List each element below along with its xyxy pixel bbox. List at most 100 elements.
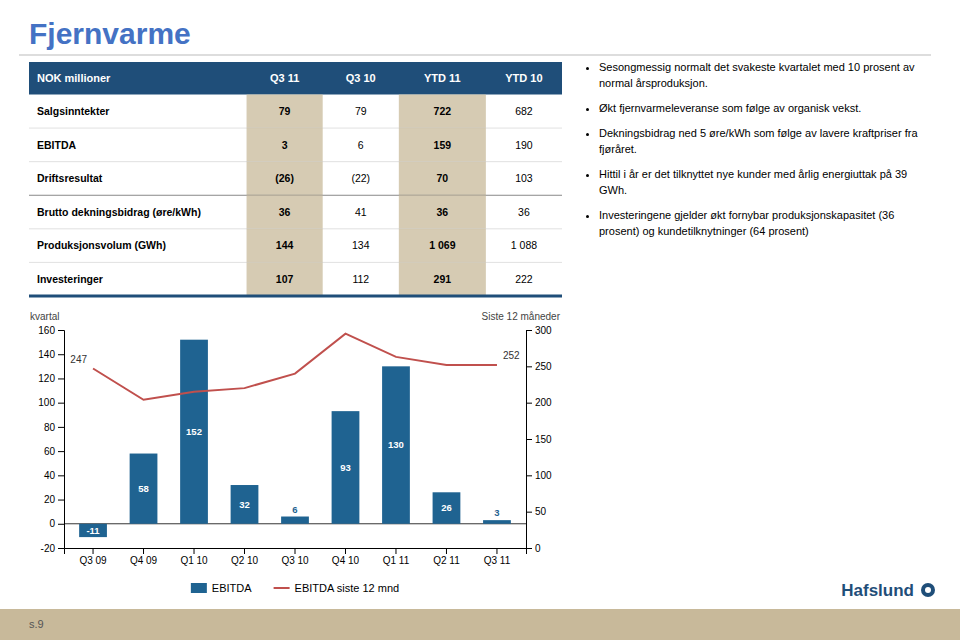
data-label: 130 <box>388 439 404 450</box>
y2-tick-label: 100 <box>535 470 552 481</box>
x-tick-mark <box>244 548 245 554</box>
table-header: YTD 11 <box>424 72 461 84</box>
bar <box>433 492 461 523</box>
y-tick: 140 <box>38 349 64 360</box>
y-tick-label: 60 <box>44 446 56 457</box>
table-header: Q3 10 <box>346 72 376 84</box>
y-tick-label: 120 <box>38 373 55 384</box>
y2-tick-mark <box>526 366 532 367</box>
x-tick-mark <box>345 548 346 554</box>
table-cell: 722 <box>434 105 452 117</box>
table-cell: 41 <box>355 206 367 218</box>
table-cell: 222 <box>515 273 533 285</box>
y-tick: -20 <box>41 543 64 554</box>
y2-tick-label: 50 <box>535 506 547 517</box>
y2-tick-mark <box>526 439 532 440</box>
y2-tick: 50 <box>526 506 547 517</box>
table-cell: 6 <box>358 139 364 151</box>
table-cell: 144 <box>276 239 294 251</box>
annotation: 247 <box>70 354 87 365</box>
bullet-point: Hittil i år er det tilknyttet nye kunder… <box>599 167 926 199</box>
y-tick-mark <box>58 330 64 331</box>
y2-axis-label: Siste 12 måneder <box>482 311 561 322</box>
x-tick-label: Q2 10 <box>231 555 259 566</box>
x-tick-label: Q4 09 <box>130 555 158 566</box>
line <box>93 334 497 400</box>
logo-mark <box>921 583 935 597</box>
y-tick-mark <box>58 403 64 404</box>
y2-axis: 050100150200250300 <box>526 325 552 554</box>
table-shaded-cell <box>399 229 486 263</box>
table-row-rule <box>29 296 562 297</box>
y2-tick-label: 0 <box>535 543 541 554</box>
footer-bar <box>0 609 960 640</box>
data-label: 3 <box>494 507 499 518</box>
y2-tick-mark <box>526 403 532 404</box>
bullet-point: Økt fjernvarmeleveranse som følge av org… <box>599 101 926 117</box>
y-tick-label: 160 <box>38 325 55 336</box>
legend-item: EBITDA siste 12 mnd <box>274 582 400 594</box>
legend-label: EBITDA <box>212 582 252 594</box>
y2-tick: 200 <box>526 397 552 408</box>
y-tick: 60 <box>44 446 64 457</box>
table-row-label: Salgsinntekter <box>37 105 109 117</box>
x-tick-label: Q4 10 <box>332 555 360 566</box>
x-tick: Q1 11 <box>383 548 410 566</box>
bullet-point: Investeringene gjelder økt fornybar prod… <box>599 208 926 240</box>
table-cell: (22) <box>351 172 370 184</box>
legend-label: EBITDA siste 12 mnd <box>295 582 400 594</box>
table-shaded-cell <box>247 95 323 129</box>
bullet-panel: Sesongmessig normalt det svakeste kvarta… <box>581 60 926 248</box>
table-shaded-cell <box>399 128 486 162</box>
x-tick: Q2 11 <box>433 548 460 566</box>
table-cell: (26) <box>275 172 294 184</box>
y-tick-label: 20 <box>44 494 56 505</box>
y2-tick: 0 <box>526 543 541 554</box>
data-label: 26 <box>441 502 452 513</box>
data-labels: -115815232693130263 <box>86 426 499 536</box>
table-shaded-cell <box>247 195 323 229</box>
table-header: YTD 10 <box>505 72 542 84</box>
footer-text: s.9 <box>29 618 44 630</box>
bar <box>130 454 158 524</box>
y-tick-mark <box>58 354 64 355</box>
y-tick: 80 <box>44 422 64 433</box>
y2-tick: 250 <box>526 361 552 372</box>
x-tick-mark <box>143 548 144 554</box>
table-shaded-cell <box>247 128 323 162</box>
chart: -200204060801001201401600501001502002503… <box>30 311 561 594</box>
x-tick-label: Q3 09 <box>79 555 107 566</box>
table-shaded-cell <box>247 262 323 296</box>
x-tick-label: Q2 11 <box>433 555 460 566</box>
table-shaded-cell <box>399 262 486 296</box>
table-cell: 134 <box>352 239 370 251</box>
y-tick: 120 <box>38 373 64 384</box>
table-cell: 107 <box>276 273 294 285</box>
legend-swatch <box>274 587 290 589</box>
y-tick-mark <box>58 451 64 452</box>
data-label: 58 <box>138 483 149 494</box>
y-tick: 100 <box>38 397 64 408</box>
y-tick: 160 <box>38 325 64 336</box>
x-tick: Q4 10 <box>332 548 360 566</box>
y-tick: 40 <box>44 470 64 481</box>
y2-tick-mark <box>526 512 532 513</box>
x-tick: Q3 11 <box>484 548 511 566</box>
table-cell: 190 <box>515 139 533 151</box>
legend-swatch <box>191 583 207 593</box>
table-row-label: Produksjonsvolum (GWh) <box>37 239 166 251</box>
table-row-label: Investeringer <box>37 273 103 285</box>
table-cell: 682 <box>515 105 533 117</box>
legend: EBITDA EBITDA siste 12 mnd <box>191 582 399 594</box>
table-cell: 3 <box>282 139 288 151</box>
y-tick-mark <box>58 524 64 525</box>
data-label: 32 <box>239 499 250 510</box>
data-label: -11 <box>86 525 100 536</box>
x-tick-label: Q1 11 <box>383 555 410 566</box>
table: NOK millionerQ3 11Q3 10YTD 11YTD 10Salgs… <box>29 62 562 296</box>
x-tick: Q2 10 <box>231 548 259 566</box>
y-tick-mark <box>58 475 64 476</box>
table-cell: 79 <box>279 105 291 117</box>
table-cell: 36 <box>518 206 530 218</box>
x-tick: Q4 09 <box>130 548 158 566</box>
